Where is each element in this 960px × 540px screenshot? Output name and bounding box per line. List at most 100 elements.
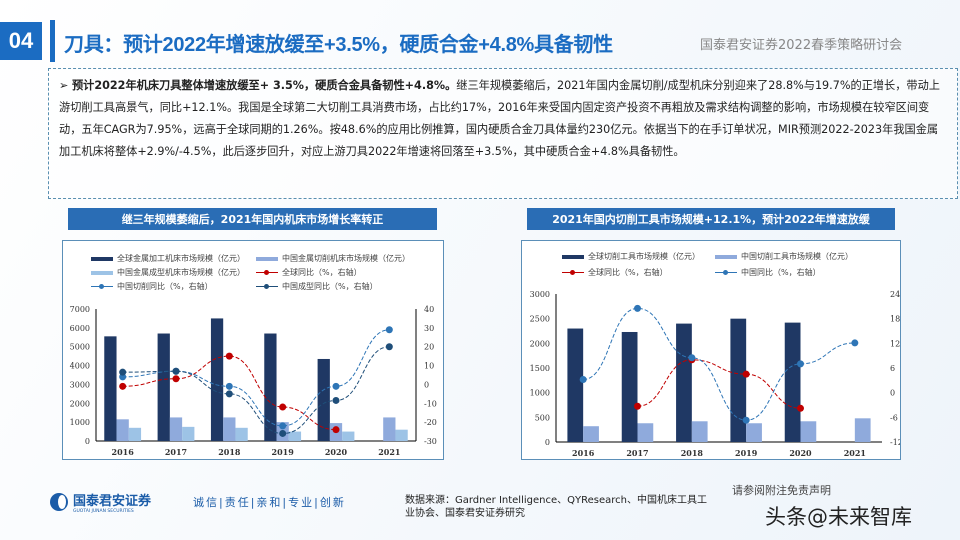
plot-area: 0 500 1000 1500 2000 2500 3000 -12 -6 0 6 12 18 24 201… [530, 290, 900, 458]
data-point [634, 402, 641, 410]
y2-tick-label: -6 [890, 413, 898, 422]
bar [854, 418, 871, 442]
y2-tick-label: 40 [424, 305, 434, 314]
chart1: 全球金属加工机床市场规模（亿元） 中国金属切削机床市场规模（亿元） 中国金属成型机床… [62, 240, 444, 460]
data-point [279, 422, 287, 430]
bar [317, 358, 330, 441]
chart1-title: 继三年规模萎缩后，2021年国内机床市场增长率转正 [68, 208, 437, 230]
logo-text: 国泰君安证券 [73, 494, 152, 509]
bar [210, 318, 224, 441]
bar [104, 336, 117, 441]
y2-tick-label: 30 [424, 324, 434, 333]
y-tick-label: 2000 [530, 339, 550, 348]
legend-swatch [715, 254, 737, 259]
legend-item: 中国成型同比（%，右轴） [256, 281, 378, 292]
y-tick-label: 6000 [70, 324, 90, 333]
data-point [279, 429, 287, 437]
data-point [172, 367, 180, 375]
x-tick-label: 2021 [844, 448, 866, 458]
bar [676, 323, 692, 442]
bar [157, 333, 170, 441]
legend-label: 中国金属成型机床市场规模（亿元） [117, 268, 245, 277]
series-line [637, 359, 801, 409]
legend-item: 中国金属切削机床市场规模（亿元） [256, 253, 410, 264]
y2-tick-label: 0 [424, 380, 429, 389]
legend-label: 中国金属切削机床市场规模（亿元） [282, 254, 410, 263]
data-point [332, 382, 340, 390]
y-tick-label: 3000 [70, 380, 90, 389]
legend-swatch [256, 283, 278, 289]
data-point [688, 354, 696, 362]
legend-swatch [91, 283, 113, 289]
y2-tick-label: -30 [424, 437, 437, 446]
bar [637, 423, 654, 442]
bar [730, 318, 747, 442]
y2-tick-label: 6 [890, 364, 895, 373]
bar [583, 426, 599, 442]
bar [182, 426, 195, 441]
bar [235, 427, 248, 441]
x-tick-label: 2018 [681, 448, 704, 458]
y-tick-label: 4000 [70, 362, 90, 371]
data-point [742, 416, 750, 424]
legend-item: 全球同比（%，右轴） [256, 267, 362, 278]
legend-swatch [256, 269, 278, 275]
data-point [225, 352, 233, 360]
bar [395, 429, 408, 441]
legend-label: 中国切削同比（%，右轴） [117, 282, 213, 291]
y-tick-label: 500 [535, 413, 550, 422]
x-tick-label: 2017 [626, 448, 648, 458]
watermark: 头条@未来智库 [765, 505, 912, 529]
x-tick-label: 2021 [378, 447, 400, 457]
bar [746, 423, 762, 442]
data-point [797, 404, 804, 412]
legend-swatch [91, 270, 113, 275]
legend-label: 全球金属加工机床市场规模（亿元） [117, 254, 245, 263]
legend-label: 全球切削工具市场规模（亿元） [588, 252, 700, 261]
data-point [742, 370, 750, 378]
legend-item: 全球同比（%，右轴） [562, 267, 668, 278]
legend-item: 中国切削同比（%，右轴） [91, 281, 213, 292]
legend-label: 中国切削工具市场规模（亿元） [741, 252, 853, 261]
x-tick-label: 2019 [735, 448, 758, 458]
y-tick-label: 1000 [70, 418, 90, 427]
legend-swatch [562, 269, 584, 275]
bar [223, 417, 236, 441]
chart2-title: 2021年国内切削工具市场规模+12.1%，预计2022年增速放缓 [527, 208, 895, 230]
company-logo: 国泰君安证券 GUOTAI JUNAN SECURITIES [50, 490, 151, 514]
y2-tick-label: -20 [424, 418, 437, 427]
y-tick-label: 5000 [70, 343, 90, 352]
logo-text-en: GUOTAI JUNAN SECURITIES [73, 509, 134, 514]
data-source: 数据来源：Gardner Intelligence、QYResearch、中国机… [405, 495, 707, 519]
y-tick-label: 7000 [70, 305, 90, 314]
y2-tick-label: -10 [424, 399, 437, 408]
y2-tick-label: 20 [424, 343, 434, 352]
legend-swatch [91, 256, 113, 261]
legend-swatch [256, 256, 278, 261]
data-point [634, 304, 641, 312]
legend-label: 全球同比（%，右轴） [588, 268, 668, 277]
summary-text: 继三年规模萎缩后，2021年国内金属切削/成型机床分别迎来了28.8%与19.7… [59, 79, 940, 158]
legend-item: 全球金属加工机床市场规模（亿元） [91, 253, 245, 264]
y-tick-label: 1000 [530, 389, 550, 398]
summary-lead: 预计2022年机床刀具整体增速放缓至+ 3.5%，硬质合金具备韧性+4.8%。 [71, 79, 457, 92]
y2-tick-label: 18 [890, 315, 900, 324]
bar [128, 427, 142, 441]
legend-label: 中国同比（%，右轴） [741, 268, 821, 277]
bar [567, 328, 584, 442]
bar [342, 431, 355, 441]
slogan: 诚信|责任|亲和|专业|创新 [193, 496, 346, 509]
x-tick-label: 2018 [218, 447, 241, 457]
legend-item: 全球切削工具市场规模（亿元） [562, 251, 700, 262]
title-divider [50, 20, 55, 62]
y2-tick-label: 0 [890, 389, 895, 398]
legend-label: 全球同比（%，右轴） [282, 268, 362, 277]
y-tick-label: 2000 [70, 399, 90, 408]
y-tick-label: 3000 [530, 290, 550, 299]
legend-label: 中国成型同比（%，右轴） [282, 282, 378, 291]
data-point [797, 360, 804, 368]
x-tick-label: 2016 [112, 447, 135, 457]
y2-tick-label: -12 [890, 438, 900, 447]
page-title: 刀具：预计2022年增速放缓至+3.5%，硬质合金+4.8%具备韧性 [64, 34, 613, 56]
data-point [225, 390, 233, 398]
